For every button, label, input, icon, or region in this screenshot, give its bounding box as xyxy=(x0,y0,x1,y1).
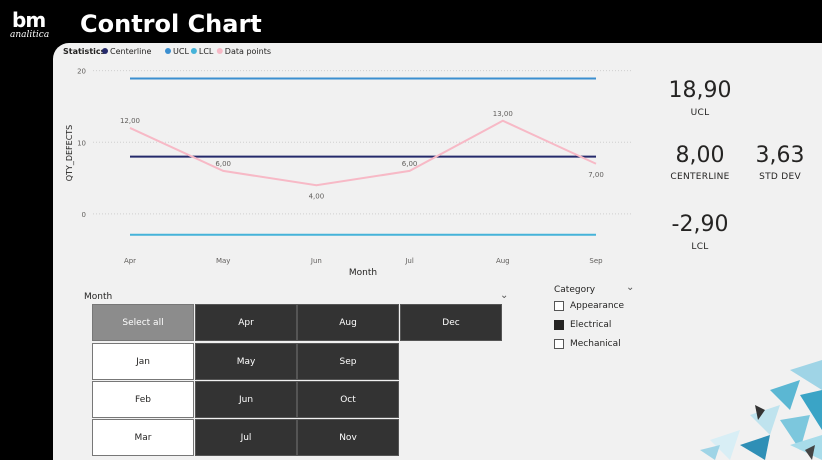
category-item-appearance[interactable]: Appearance xyxy=(554,299,624,313)
legend-marker xyxy=(216,48,223,54)
data-label: 6,00 xyxy=(215,160,231,168)
chart-legend: Statistics Centerline UCL LCL Data points xyxy=(63,47,271,56)
legend-item: LCL xyxy=(199,47,214,56)
data-label: 4,00 xyxy=(309,192,325,200)
legend-marker xyxy=(165,48,171,54)
month-button-dec[interactable]: Dec xyxy=(400,304,502,341)
data-label: 13,00 xyxy=(493,110,513,118)
logo-text: bm xyxy=(12,8,46,32)
centerline-card-value: 8,00 xyxy=(675,143,725,168)
x-axis-title: Month xyxy=(349,268,377,278)
lcl-card-value: -2,90 xyxy=(671,212,729,237)
category-item-label: Appearance xyxy=(570,301,625,311)
chevron-down-icon[interactable]: ⌄ xyxy=(500,290,509,301)
y-tick-label: 0 xyxy=(82,211,86,219)
month-button-apr[interactable]: Apr xyxy=(195,304,297,341)
control-chart[interactable]: Statistics Centerline UCL LCL Data points 20… xyxy=(53,43,643,283)
y-tick-label: 20 xyxy=(77,68,86,76)
month-button-feb[interactable]: Feb xyxy=(92,381,194,418)
checkbox[interactable] xyxy=(554,339,564,349)
lcl-card-label: LCL xyxy=(691,242,709,252)
category-item-label: Electrical xyxy=(570,320,612,330)
legend-marker xyxy=(190,48,197,54)
month-button-jan[interactable]: Jan xyxy=(92,343,194,380)
checkbox[interactable] xyxy=(554,320,564,330)
month-button-may[interactable]: May xyxy=(195,343,297,380)
data-label: 7,00 xyxy=(588,171,604,179)
month-button-mar[interactable]: Mar xyxy=(92,419,194,456)
brand-logo: bm analitica xyxy=(6,6,56,44)
ucl-card-label: UCL xyxy=(690,108,710,118)
x-tick-label: Jun xyxy=(310,257,322,265)
data-label: 12,00 xyxy=(120,117,140,125)
ucl-card-value: 18,90 xyxy=(668,78,732,103)
y-axis-title: QTY_DEFECTS xyxy=(65,125,74,182)
month-button-oct[interactable]: Oct xyxy=(297,381,399,418)
decorative-triangles xyxy=(700,360,822,460)
month-slicer-title: Month xyxy=(84,292,113,302)
checkbox[interactable] xyxy=(554,301,564,311)
chevron-down-icon[interactable]: ⌄ xyxy=(626,282,635,293)
x-axis: Apr May Jun Jul Aug Sep xyxy=(124,257,603,265)
month-button-jun[interactable]: Jun xyxy=(195,381,297,418)
category-item-mechanical[interactable]: Mechanical xyxy=(554,337,621,351)
x-tick-label: Jul xyxy=(404,257,414,265)
x-tick-label: Sep xyxy=(589,257,603,265)
page-title: Control Chart xyxy=(80,10,262,38)
series-line-data-points xyxy=(129,119,597,187)
y-axis: 20 10 0 xyxy=(77,68,86,219)
std-dev-card-label: STD DEV xyxy=(759,172,801,182)
month-button-nov[interactable]: Nov xyxy=(297,419,399,456)
data-labels: 12,00 6,00 4,00 6,00 13,00 7,00 xyxy=(120,110,604,201)
chart-gridlines xyxy=(93,70,633,215)
y-tick-label: 10 xyxy=(77,139,86,147)
category-item-label: Mechanical xyxy=(570,339,621,349)
std-dev-card-value: 3,63 xyxy=(755,143,805,168)
month-button-aug[interactable]: Aug xyxy=(297,304,399,341)
data-label: 6,00 xyxy=(402,160,418,168)
legend-title: Statistics xyxy=(63,47,106,56)
x-tick-label: Aug xyxy=(496,257,510,265)
legend-item: Data points xyxy=(225,47,271,56)
select-all-button[interactable]: Select all xyxy=(92,304,194,341)
chart-series xyxy=(129,77,597,236)
x-tick-label: May xyxy=(216,257,230,265)
legend-item: Centerline xyxy=(110,47,151,56)
month-button-jul[interactable]: Jul xyxy=(195,419,297,456)
centerline-card-label: CENTERLINE xyxy=(670,172,730,182)
legend-marker xyxy=(102,48,108,54)
x-tick-label: Apr xyxy=(124,257,136,265)
logo-subtext: analitica xyxy=(10,30,50,40)
month-button-sep[interactable]: Sep xyxy=(297,343,399,380)
category-item-electrical[interactable]: Electrical xyxy=(554,318,611,332)
legend-item: UCL xyxy=(173,47,189,56)
category-slicer-title: Category xyxy=(554,285,596,295)
